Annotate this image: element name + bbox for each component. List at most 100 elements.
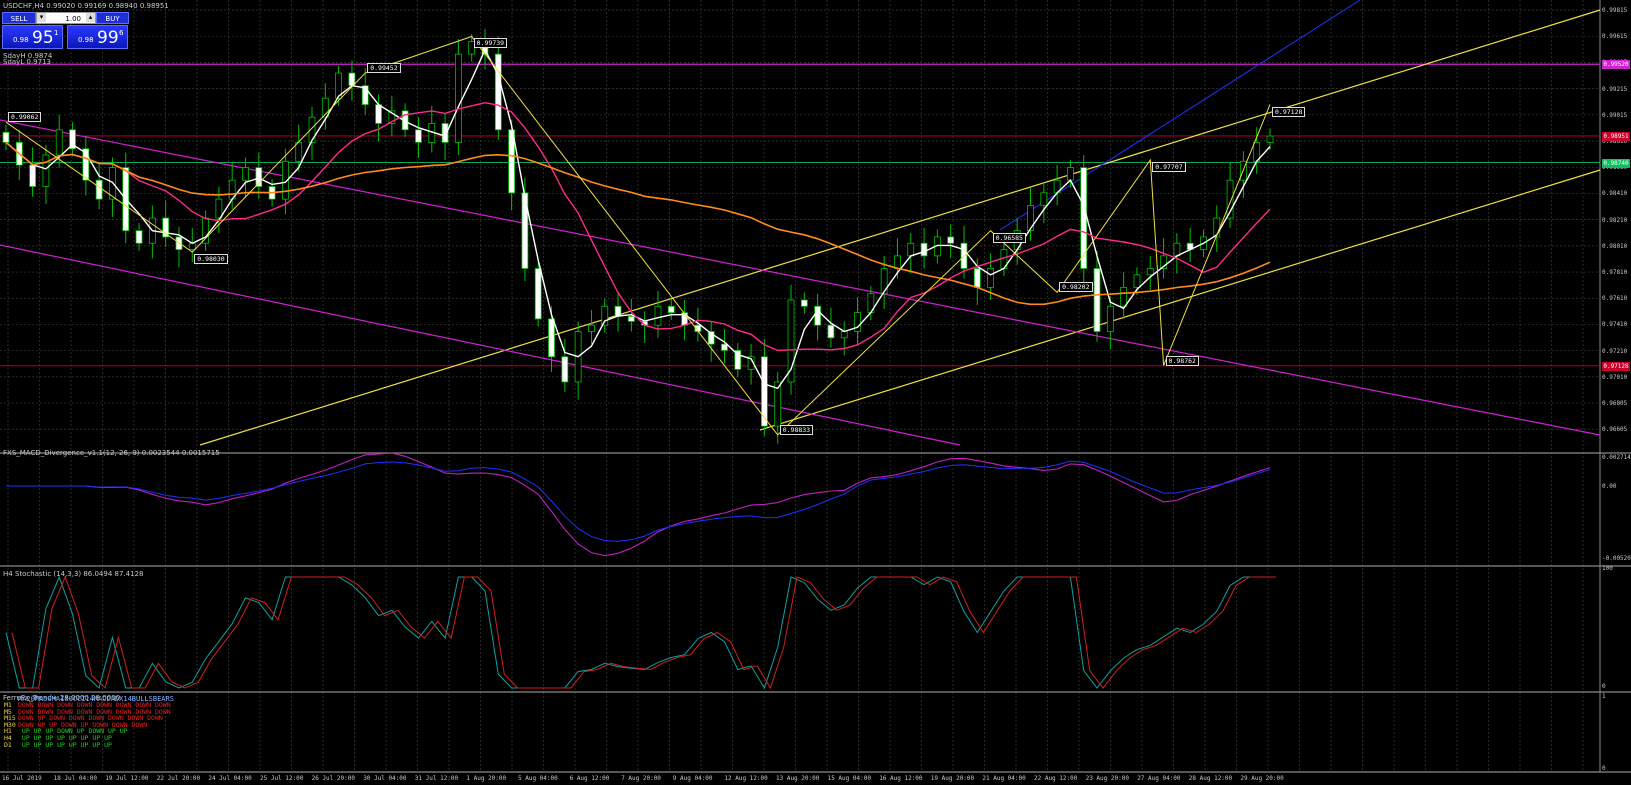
candle-body xyxy=(534,268,542,320)
candle-body xyxy=(454,53,462,143)
price-axis-tick: 0.97810 xyxy=(1602,269,1628,277)
buy-price-prefix: 0.98 xyxy=(78,36,94,44)
candle-body xyxy=(1226,179,1234,219)
candle-body xyxy=(854,312,861,332)
trend-row: M30 DOWN UP UP DOWN UP DOWN DOWN DOWN xyxy=(4,721,171,729)
swing-point-label: 0.97128 xyxy=(1272,106,1306,117)
price-tag: 0.98951 xyxy=(1602,131,1630,141)
trend-timeframe: H1 xyxy=(4,727,12,736)
lot-decrease-icon[interactable]: ▾ xyxy=(37,13,46,22)
date-axis-tick: 12 Aug 12:00 xyxy=(724,775,768,782)
trend-row: H1 UP UP UP DOWN UP DOWN UP UP xyxy=(4,728,171,735)
date-axis-tick: 25 Jul 12:00 xyxy=(260,775,304,782)
price-axis-tick: 0.96805 xyxy=(1602,400,1628,408)
channel-lower-line xyxy=(759,169,1601,431)
sell-price-button[interactable]: 0.98 95 1 xyxy=(2,25,63,49)
candle-body xyxy=(508,129,516,194)
candle-body xyxy=(295,141,303,162)
candle-body xyxy=(880,268,888,295)
candle-body xyxy=(375,104,382,124)
swing-point-label: 0.96585 xyxy=(992,232,1026,243)
price-tag: 0.99520 xyxy=(1602,60,1630,70)
candle-body xyxy=(907,242,915,257)
candle-body xyxy=(601,305,609,326)
candle-body xyxy=(800,299,808,307)
candle-body xyxy=(2,131,10,143)
date-axis-tick: 26 Jul 20:00 xyxy=(311,775,355,782)
buy-price-big: 99 xyxy=(97,28,119,48)
price-tag: 0.97128 xyxy=(1602,361,1630,371)
sell-price-sup: 1 xyxy=(54,29,59,37)
price-axis-tick: 0.97010 xyxy=(1602,373,1628,381)
indicator-axis-tick: 0.0027143 xyxy=(1602,454,1631,461)
price-axis-tick: 0.98010 xyxy=(1602,242,1628,250)
swing-point-label: 0.99739 xyxy=(473,38,508,49)
magenta-channel-lower xyxy=(0,244,961,446)
date-axis-tick: 28 Aug 12:00 xyxy=(1188,775,1233,782)
candle-body xyxy=(162,217,170,238)
lot-size-field[interactable]: 1.00 xyxy=(36,12,96,24)
candle-body xyxy=(827,324,835,339)
date-axis-tick: 9 Aug 04:00 xyxy=(672,775,713,782)
date-axis-tick: 29 Aug 20:00 xyxy=(1240,775,1284,782)
date-axis-tick: 19 Aug 20:00 xyxy=(930,775,975,782)
indicator-axis-tick: -0.0052030 xyxy=(1602,555,1631,562)
date-axis-tick: 1 Aug 20:00 xyxy=(466,775,507,782)
price-axis-tick: 0.98610 xyxy=(1602,164,1628,172)
date-axis-tick: 19 Jul 12:00 xyxy=(105,775,149,782)
sell-button[interactable]: SELL xyxy=(2,12,36,24)
candle-body xyxy=(95,179,103,200)
one-click-trading-panel: SELL 1.00 ▾ ▴ BUY 0.98 95 1 0.98 99 6 xyxy=(2,12,129,50)
candle-body xyxy=(215,198,223,219)
candle-body xyxy=(1080,167,1088,269)
candle-body xyxy=(667,305,675,314)
candle-body xyxy=(42,154,50,187)
indicator-axis-tick: 1 xyxy=(1602,693,1606,700)
candle-body xyxy=(734,350,742,370)
trend-title: FerruFx_Trend+ 28.0000 28.0000 xyxy=(3,694,121,702)
candle-body xyxy=(1040,192,1048,206)
candle-body xyxy=(82,148,90,181)
buy-button[interactable]: BUY xyxy=(96,12,129,24)
trend-row: H4 UP UP UP UP UP UP UP UP xyxy=(4,735,171,742)
swing-point-label: 0.97707 xyxy=(1152,162,1186,173)
candle-body xyxy=(1120,286,1128,307)
candle-body xyxy=(242,167,249,181)
price-axis-tick: 0.98810 xyxy=(1602,138,1628,146)
indicator-axis-tick: 100 xyxy=(1602,565,1613,572)
candle-body xyxy=(335,72,343,99)
date-axis-tick: 27 Aug 04:00 xyxy=(1137,775,1181,782)
sell-price-big: 95 xyxy=(32,28,54,48)
candle-body xyxy=(707,331,715,345)
date-axis-tick: 22 Aug 12:00 xyxy=(1034,775,1078,782)
date-axis-tick: 30 Jul 04:00 xyxy=(363,775,407,782)
candle-body xyxy=(29,164,37,187)
candle-body xyxy=(388,110,396,124)
price-axis-tick: 0.99815 xyxy=(1602,7,1628,14)
trend-timeframe: H4 xyxy=(4,733,12,742)
date-axis-tick: 22 Jul 20:00 xyxy=(156,775,201,782)
candle-body xyxy=(814,305,822,326)
trend-values: DOWN UP DOWN DOWN DOWN DOWN DOWN DOWN xyxy=(18,714,163,723)
candle-body xyxy=(561,356,569,383)
date-axis-tick: 15 Aug 04:00 xyxy=(827,775,871,782)
candle-body xyxy=(1160,255,1167,269)
lot-increase-icon[interactable]: ▴ xyxy=(86,13,95,22)
candle-body xyxy=(894,255,901,269)
candle-body xyxy=(920,242,928,257)
magenta-channel-upper xyxy=(0,119,1601,436)
candle-body xyxy=(614,305,622,317)
candle-body xyxy=(69,129,76,150)
swing-point-label: 0.98202 xyxy=(1059,282,1093,293)
indicator-axis-tick: 0.00 xyxy=(1602,483,1617,490)
buy-price-button[interactable]: 0.98 99 6 xyxy=(67,25,128,49)
candle-body xyxy=(548,318,555,358)
ma-mid-line xyxy=(5,101,1271,352)
date-axis-tick: 18 Jul 04:00 xyxy=(53,775,97,782)
trend-values: UP UP UP UP UP UP UP UP xyxy=(18,733,112,742)
date-axis-tick: 13 Aug 20:00 xyxy=(776,775,820,782)
candle-body xyxy=(787,299,795,383)
swing-point-label: 0.98030 xyxy=(194,254,228,265)
